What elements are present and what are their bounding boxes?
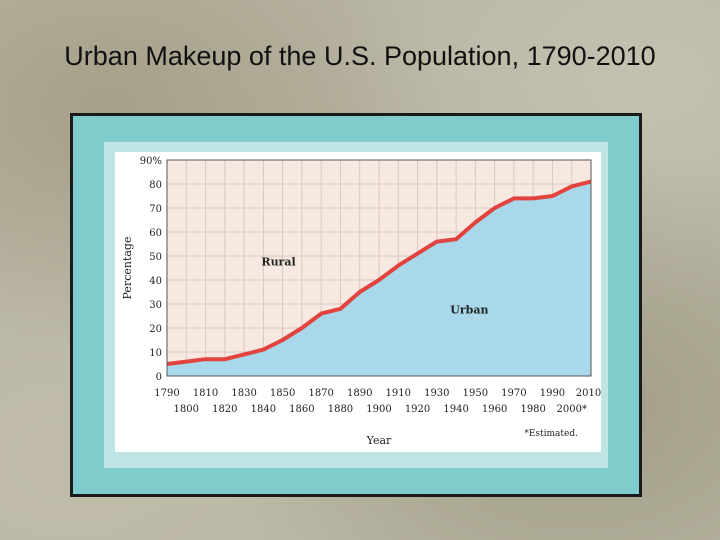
- x-axis-title: Year: [366, 434, 392, 447]
- estimate-footnote: *Estimated.: [524, 429, 578, 439]
- x-tick-label: 1980: [520, 404, 545, 415]
- picture-frame: 0 10 20 30 40 50 60 70 80 90% 1790 1810 1830 1850 187…: [70, 113, 642, 497]
- x-tick-label: 1920: [405, 404, 430, 415]
- y-tick-label: 10: [149, 348, 162, 359]
- x-tick-label: 1850: [270, 388, 295, 399]
- x-tick-label: 1960: [482, 404, 507, 415]
- x-tick-label: 1970: [501, 388, 526, 399]
- plot-border: [166, 159, 592, 377]
- x-tick-label: 2000*: [557, 404, 587, 415]
- y-tick-label: 0: [156, 372, 162, 383]
- x-tick-label: 1790: [154, 388, 179, 399]
- urban-area: [167, 181, 591, 376]
- x-tick-label: 1820: [212, 404, 237, 415]
- y-tick-label: 70: [149, 204, 162, 215]
- x-tick-label: 1950: [463, 388, 488, 399]
- urban-area-label: Urban: [450, 304, 488, 317]
- x-tick-label: 1990: [540, 388, 565, 399]
- y-tick-label: 50: [149, 252, 162, 263]
- x-tick-label: 1840: [251, 404, 276, 415]
- x-tick-label: 1910: [386, 388, 411, 399]
- chart-mat: 0 10 20 30 40 50 60 70 80 90% 1790 1810 1830 1850 187…: [104, 142, 608, 468]
- y-tick-label: 80: [149, 180, 162, 191]
- x-tick-label: 1930: [424, 388, 449, 399]
- x-tick-label: 1940: [443, 404, 468, 415]
- x-tick-label: 1800: [174, 404, 199, 415]
- x-tick-label: 1860: [289, 404, 314, 415]
- urban-rural-boundary-line: [166, 179, 592, 366]
- x-tick-label: 1890: [347, 388, 372, 399]
- x-tick-label: 1870: [308, 388, 333, 399]
- slide-title: Urban Makeup of the U.S. Population, 179…: [64, 41, 656, 71]
- x-tick-label: 2010*: [576, 388, 601, 399]
- y-tick-label: 40: [149, 276, 162, 287]
- y-tick-label: 90%: [140, 156, 162, 167]
- x-tick-label: 1830: [231, 388, 256, 399]
- urban-population-chart: 0 10 20 30 40 50 60 70 80 90% 1790 1810 1830 1850 187…: [115, 152, 601, 452]
- rural-area-label: Rural: [261, 256, 295, 269]
- y-tick-label: 60: [149, 228, 162, 239]
- y-tick-label: 30: [149, 300, 162, 311]
- x-tick-label: 1810: [193, 388, 218, 399]
- y-axis-title: Percentage: [121, 237, 134, 300]
- x-tick-label: 1900: [366, 404, 391, 415]
- x-tick-label: 1880: [328, 404, 353, 415]
- y-tick-label: 20: [149, 324, 162, 335]
